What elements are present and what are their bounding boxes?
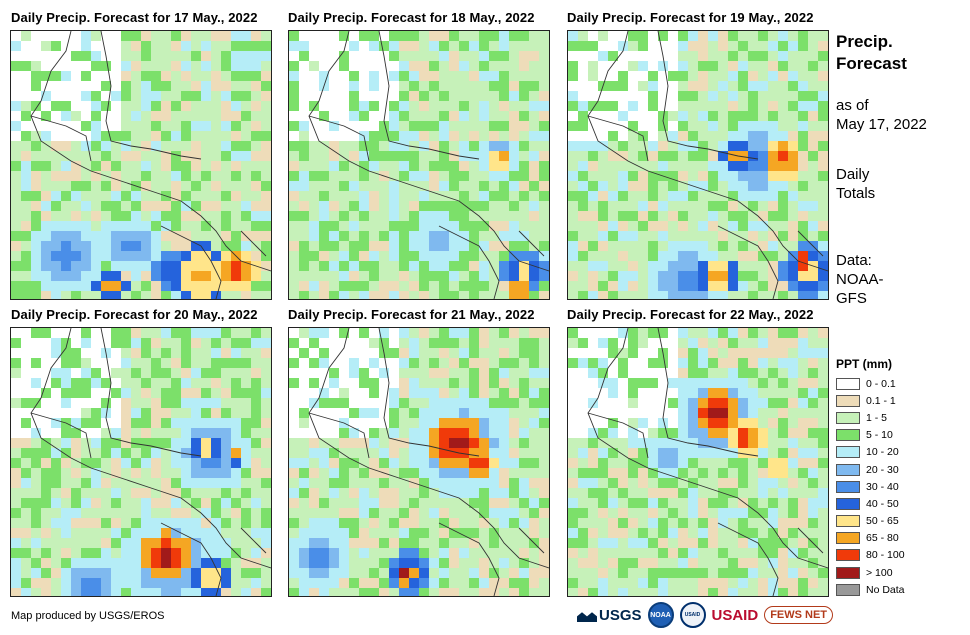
- legend-item: 65 - 80: [836, 530, 905, 547]
- map-credit: Map produced by USGS/EROS: [11, 610, 165, 622]
- precip-map-6: [568, 328, 828, 596]
- logo-strip: USGS NOAA USAID USAID FEWS NET: [577, 602, 834, 628]
- precip-map-1: [11, 31, 271, 299]
- legend-label: 30 - 40: [866, 480, 899, 493]
- noaa-logo: NOAA: [647, 602, 674, 628]
- panel-title-1: Daily Precip. Forecast for 17 May., 2022: [11, 10, 258, 25]
- legend-item: 30 - 40: [836, 478, 905, 495]
- legend-label: 65 - 80: [866, 532, 899, 545]
- usaid-logo: USAID: [712, 607, 759, 624]
- legend-swatch: [836, 446, 860, 459]
- panel-title-6: Daily Precip. Forecast for 22 May., 2022: [567, 307, 814, 322]
- legend-label: > 100: [866, 566, 893, 579]
- legend-label: 0.1 - 1: [866, 394, 896, 407]
- map-panel-3: [567, 30, 829, 300]
- legend-swatch: [836, 549, 860, 562]
- panel-title-3: Daily Precip. Forecast for 19 May., 2022: [567, 10, 814, 25]
- legend-label: 80 - 100: [866, 549, 905, 562]
- legend-swatch: [836, 566, 860, 579]
- legend-label: 40 - 50: [866, 497, 899, 510]
- legend-item: 50 - 65: [836, 513, 905, 530]
- usgs-logo-text: USGS: [599, 606, 642, 624]
- legend-item: 5 - 10: [836, 427, 905, 444]
- legend-title: PPT (mm): [836, 357, 893, 371]
- legend-swatch: [836, 480, 860, 493]
- legend: PPT (mm) 0 - 0.1 0.1 - 1 1 - 5 5 - 10 10 - 2…: [836, 357, 905, 598]
- as-of-label: as of: [836, 97, 869, 114]
- coastline: [30, 31, 271, 299]
- legend-swatch: [836, 411, 860, 424]
- data-source-line3: GFS: [836, 290, 867, 307]
- precip-map-3: [568, 31, 828, 299]
- legend-swatch: [836, 394, 860, 407]
- legend-item: 20 - 30: [836, 461, 905, 478]
- usaid-seal-logo: USAID: [679, 602, 706, 628]
- legend-label: 50 - 65: [866, 515, 899, 528]
- totals-line2: Totals: [836, 185, 876, 202]
- coastline: [587, 31, 828, 299]
- legend-item: No Data: [836, 581, 905, 598]
- as-of-date: as of May 17, 2022: [836, 96, 927, 134]
- map-panel-4: [10, 327, 272, 597]
- legend-label: No Data: [866, 583, 905, 596]
- fews-net-logo: FEWS NET: [764, 606, 834, 624]
- usgs-wave-icon: [577, 612, 597, 622]
- sidebar-title: Precip. Forecast: [836, 31, 907, 75]
- legend-rows: 0 - 0.1 0.1 - 1 1 - 5 5 - 10 10 - 20 20 - 30 3…: [836, 375, 905, 598]
- usaid-logo-text: USAID: [711, 606, 759, 624]
- legend-item: 10 - 20: [836, 444, 905, 461]
- legend-label: 1 - 5: [866, 411, 888, 424]
- map-panel-5: [288, 327, 550, 597]
- legend-item: 0.1 - 1: [836, 392, 905, 409]
- data-source-line1: Data:: [836, 252, 872, 269]
- legend-swatch: [836, 497, 860, 510]
- data-source: Data: NOAA- GFS: [836, 251, 884, 308]
- sidebar-title-line1: Precip.: [836, 32, 893, 51]
- precip-map-5: [289, 328, 549, 596]
- legend-swatch: [836, 429, 860, 442]
- legend-swatch: [836, 515, 860, 528]
- panel-title-5: Daily Precip. Forecast for 21 May., 2022: [288, 307, 535, 322]
- map-panel-6: [567, 327, 829, 597]
- legend-swatch: [836, 377, 860, 390]
- legend-item: 0 - 0.1: [836, 375, 905, 392]
- legend-item: 80 - 100: [836, 547, 905, 564]
- totals-line1: Daily: [836, 166, 870, 183]
- panel-title-2: Daily Precip. Forecast for 18 May., 2022: [288, 10, 535, 25]
- usaid-seal-text: USAID: [684, 612, 701, 618]
- usgs-logo: USGS: [577, 607, 642, 624]
- legend-label: 20 - 30: [866, 463, 899, 476]
- coastline: [587, 328, 828, 596]
- map-panel-2: [288, 30, 550, 300]
- coastline: [30, 328, 271, 596]
- legend-label: 10 - 20: [866, 446, 899, 459]
- legend-label: 0 - 0.1: [866, 377, 896, 390]
- totals-note: Daily Totals: [836, 165, 875, 203]
- map-panel-1: [10, 30, 272, 300]
- legend-item: 1 - 5: [836, 409, 905, 426]
- legend-item: > 100: [836, 564, 905, 581]
- legend-swatch: [836, 583, 860, 596]
- panel-title-4: Daily Precip. Forecast for 20 May., 2022: [11, 307, 258, 322]
- legend-item: 40 - 50: [836, 495, 905, 512]
- legend-swatch: [836, 532, 860, 545]
- data-source-line2: NOAA-: [836, 271, 884, 288]
- as-of-value: May 17, 2022: [836, 116, 927, 133]
- legend-label: 5 - 10: [866, 429, 893, 442]
- precip-map-4: [11, 328, 271, 596]
- coastline: [308, 328, 549, 596]
- sidebar-title-line2: Forecast: [836, 54, 907, 73]
- noaa-logo-text: NOAA: [650, 611, 671, 619]
- legend-swatch: [836, 463, 860, 476]
- coastline: [308, 31, 549, 299]
- precip-map-2: [289, 31, 549, 299]
